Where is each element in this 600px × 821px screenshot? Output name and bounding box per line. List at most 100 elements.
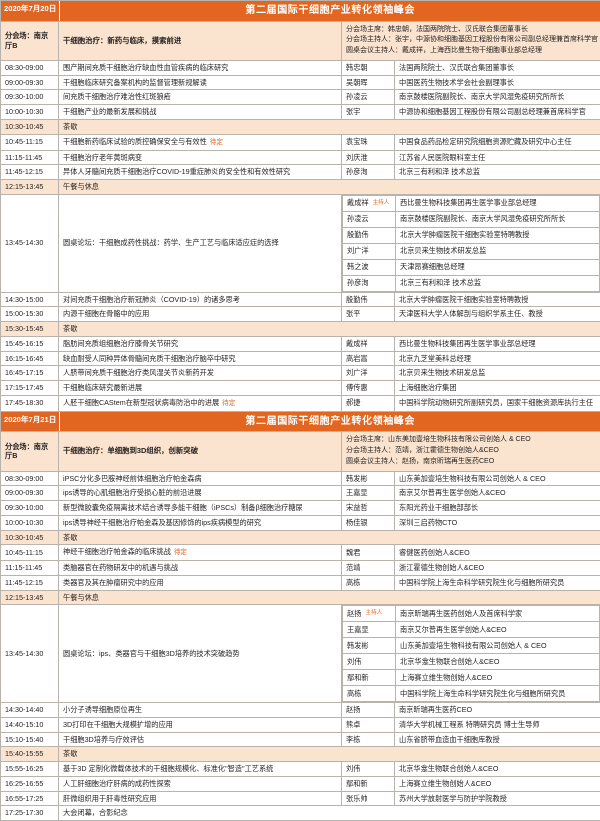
panelist-row: 王嘉显南京艾尔普再生医学创始人&CEO: [343, 622, 600, 638]
session-time: 08:30-09:00: [1, 471, 59, 486]
day-banner-cell: 2020年7月20日第二届国际干细胞产业转化领袖峰会: [1, 1, 600, 22]
session-time: 12:15-13:45: [1, 590, 59, 605]
session-time: 11:45-12:15: [1, 165, 59, 180]
panelist-row: 孙彦洵北京三有利和泽 技术总监: [343, 275, 600, 291]
panelist-name: 高栋: [347, 689, 361, 698]
pending-badge: 待定: [210, 139, 223, 146]
session-topic: 干细胞治疗老年黄斑病变: [63, 153, 142, 162]
panelist-name: 刘伟: [347, 657, 361, 666]
session-time: 12:15-13:45: [1, 179, 59, 194]
session-topic: 干细胞3D培养与疗效评估: [63, 735, 144, 744]
session-time: 16:45-17:15: [1, 366, 59, 381]
session-theme: 干细胞治疗：新药与临床，摸索前进: [59, 21, 342, 61]
session-topic-cell: 小分子诱导细胞原位再生: [59, 703, 342, 718]
speaker-name: 鄢和新: [342, 776, 395, 791]
speaker-name: 郝捷: [342, 395, 395, 411]
break-label: 午餐与休息: [59, 590, 600, 605]
session-topic-cell: 内源干细胞在骨骼中的应用: [59, 307, 342, 322]
session-topic: ips诱导神经干细胞治疗帕金森及基因修饰的ips疾病模型的研究: [63, 518, 261, 527]
speaker-title: 北京三有利和泽 技术总监: [395, 165, 600, 180]
panelist-name-cell: 王嘉显: [343, 622, 396, 638]
session-time: 10:00-10:30: [1, 515, 59, 530]
panel-topic: 圆桌论坛：ips、类器官与干细胞3D培养的技术突破趋势: [59, 605, 342, 703]
speaker-title: 江苏省人民医院眼科室主任: [395, 150, 600, 165]
panelist-row: 殷勤伟北京大学肿瘤医院干细胞实验室特聘教授: [343, 227, 600, 243]
speaker-title: 中国科学院上海生命科学研究院生化与细胞所研究员: [395, 575, 600, 590]
panel-topic: 圆桌论坛：干细胞成药性挑战：药学、生产工艺与临床适应症的选择: [59, 194, 342, 292]
speaker-title: 西比曼生物科技集团再生医学事业部总经理: [395, 336, 600, 351]
speaker-title: 北京大学肿瘤医院干细胞实验室特聘教授: [395, 292, 600, 307]
speaker-name: 张乐帅: [342, 791, 395, 806]
session-time: 15:45-16:15: [1, 336, 59, 351]
session-topic-cell: 脂肪间充质组细胞治疗膝骨关节研究: [59, 336, 342, 351]
session-time: 15:00-15:30: [1, 307, 59, 322]
session-topic: 围产期间充质干细胞治疗缺血性血管疾病的临床研究: [63, 63, 228, 72]
session-time: 08:30-09:00: [1, 61, 59, 76]
session-topic: 脂肪间充质组细胞治疗膝骨关节研究: [63, 339, 178, 348]
session-time: 13:45-14:30: [1, 194, 59, 292]
panelist-row: 刘广洋北京贝来生物技术研发总监: [343, 243, 600, 259]
session-theme: 干细胞治疗：单细胞到3D组织，创新突破: [59, 432, 342, 472]
session-topic: 肝微组织用于肝毒性研究应用: [63, 794, 156, 803]
panelist-name-cell: 孙彦洵: [343, 275, 396, 291]
panelist-title: 北京贝来生物技术研发总监: [396, 243, 600, 259]
panelist-row: 孙凌云南京鼓楼医院副院长、南京大学风湿免疫研究所所长: [343, 211, 600, 227]
panelist-title: 南京昕瑞再生医药创始人及首席科学家: [396, 606, 600, 622]
speaker-name: 孙彦洵: [342, 165, 395, 180]
session-topic: 内源干细胞在骨骼中的应用: [63, 309, 149, 318]
session-topic-cell: 类脑器官在药物研发中的机遇与挑战: [59, 561, 342, 576]
speaker-title: 东阳光药业干细胞部部长: [395, 501, 600, 516]
session-topic: 神经干细胞治疗帕金森的临床挑战: [63, 547, 171, 556]
agenda-row: 09:30-10:00 间充质干细胞治疗难治性红斑狼疮 孙凌云南京鼓楼医院副院长、南…: [1, 90, 600, 105]
session-topic: 类脑器官在药物研发中的机遇与挑战: [63, 563, 178, 572]
panelist-name-cell: 戴成祥主持人: [343, 195, 396, 211]
speaker-title: 法国两院院士、汉氏联合集团董事长: [395, 61, 600, 76]
session-topic-cell: 干细胞治疗老年黄斑病变: [59, 150, 342, 165]
session-topic-cell: 类器官及其在肿瘤研究中的应用: [59, 575, 342, 590]
panelist-name: 戴成祥: [347, 198, 369, 207]
panelist-row: 韩发彬山东美加壹培生物科技有限公司创始人 & CEO: [343, 638, 600, 654]
session-topic: 对间充质干细胞治疗新冠肺炎（COVID-19）的诸多思考: [63, 295, 240, 304]
break-label: 午餐与休息: [59, 179, 600, 194]
session-topic-cell: 3D打印在干细胞大规模扩增的应用: [59, 717, 342, 732]
session-time: 09:00-09:30: [1, 75, 59, 90]
session-topic-cell: ips诱导神经干细胞治疗帕金森及基因修饰的ips疾病模型的研究: [59, 515, 342, 530]
panelist-row: 刘伟北京华龛生物联合创始人&CEO: [343, 654, 600, 670]
speaker-title: 苏州大学放射医学与防护学院教授: [395, 791, 600, 806]
speaker-title: 北京贝来生物技术研发总监: [395, 366, 600, 381]
speaker-name: 孙凌云: [342, 90, 395, 105]
panelist-name-cell: 赵扬主持人: [343, 606, 396, 622]
speaker-title: 浙江霍德生物创始人&CEO: [395, 561, 600, 576]
panelist-name-cell: 孙凌云: [343, 211, 396, 227]
session-time: 15:55-16:25: [1, 762, 59, 777]
speaker-name: 刘庆淮: [342, 150, 395, 165]
session-topic: 3D打印在干细胞大规模扩增的应用: [63, 720, 173, 729]
session-time: 09:30-10:00: [1, 501, 59, 516]
session-topic-cell: 基于3D 定制化微载体技术的干细胞规模化、标准化"智造"工艺系统: [59, 762, 342, 777]
panelist-name-cell: 鄢和新: [343, 670, 396, 686]
session-time: 10:30-10:45: [1, 119, 59, 134]
chair-line: 分会场主席：韩忠朝，法国两院院士、汉氏联合集团董事长: [346, 25, 596, 36]
panelist-title: 北京三有利和泽 技术总监: [396, 275, 600, 291]
session-topic: 间充质干细胞治疗难治性红斑狼疮: [63, 92, 171, 101]
session-time: 09:30-10:00: [1, 90, 59, 105]
speaker-title: 南京鼓楼医院副院长、南京大学风湿免疫研究所所长: [395, 90, 600, 105]
chair-line: 分会场主持人：范靖，浙江霍德生物创始人&CEO: [346, 446, 596, 457]
session-topic-cell: 人工肝细胞治疗肝病的成药性探索: [59, 776, 342, 791]
session-topic-cell: 干细胞新药临床试验的质控确保安全与有效性待定: [59, 134, 342, 150]
session-time: 17:15-17:45: [1, 380, 59, 395]
panelist-name-cell: 刘广洋: [343, 243, 396, 259]
